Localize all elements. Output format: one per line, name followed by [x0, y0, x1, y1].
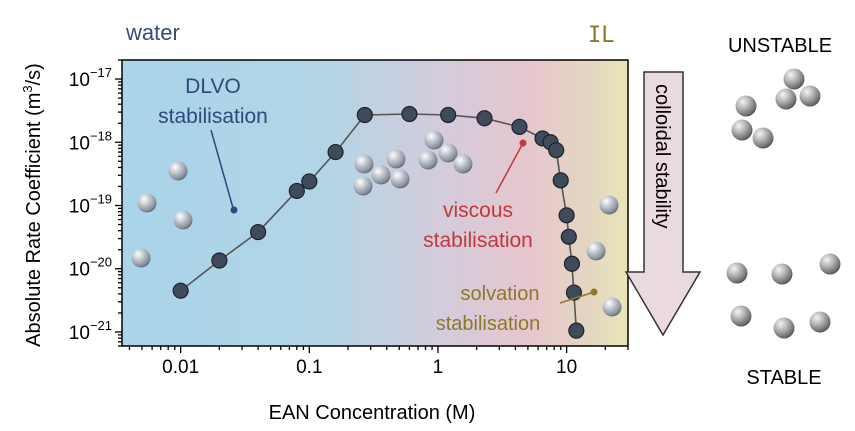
data-point	[301, 173, 318, 190]
y-tick-label: 10−17	[69, 65, 112, 91]
particle-sphere	[819, 253, 841, 275]
particle-sphere	[438, 143, 458, 163]
viscous-label: viscous	[443, 199, 513, 222]
particle-sphere	[799, 85, 821, 107]
data-point	[552, 172, 569, 189]
particle-sphere	[752, 127, 774, 149]
viscous-pointer	[495, 144, 523, 194]
data-points	[172, 105, 585, 339]
data-point	[288, 182, 305, 200]
plot-background	[122, 60, 628, 346]
particle-sphere	[131, 248, 151, 268]
particle-sphere	[731, 119, 753, 141]
solvation-label: solvation	[461, 283, 540, 305]
data-point	[568, 322, 585, 339]
particle-sphere	[453, 154, 473, 174]
data-point	[511, 118, 528, 136]
particle-sphere	[353, 176, 373, 196]
data-point	[172, 282, 189, 299]
y-axis-ticks: 10−17 10−18 10−19 10−20 10−21	[69, 59, 122, 347]
particle-sphere	[354, 154, 374, 174]
particle-sphere	[771, 263, 793, 285]
particle-sphere	[773, 317, 795, 339]
unstable-label: UNSTABLE	[728, 35, 832, 57]
solvation-pointer-dot	[590, 288, 598, 296]
particle-sphere	[730, 305, 752, 327]
plot-frame	[121, 59, 629, 347]
data-point	[211, 252, 228, 269]
particle-sphere	[586, 241, 606, 261]
data-point	[401, 105, 418, 123]
particle-sphere	[424, 130, 444, 150]
data-point	[548, 142, 565, 159]
data-point	[563, 255, 581, 272]
stability-arrow: colloidal stability	[624, 71, 702, 337]
dlvo-pointer-dot	[230, 206, 238, 214]
x-tick-label: 10	[556, 357, 577, 378]
particle-sphere	[783, 68, 805, 90]
y-tick-label: 10−18	[69, 128, 112, 154]
particle-sphere	[599, 195, 619, 215]
stability-arrow-label: colloidal stability	[651, 84, 673, 229]
particle-sphere	[735, 95, 757, 117]
particle-sphere	[775, 88, 797, 110]
particle-sphere	[418, 150, 438, 170]
particle-sphere	[137, 193, 157, 213]
particle-sphere	[726, 262, 748, 284]
particle-spheres-plot	[131, 130, 622, 317]
y-tick-label: 10−21	[69, 318, 112, 344]
solvation-label-2: stabilisation	[436, 313, 541, 335]
y-tick-label: 10−19	[69, 192, 112, 218]
particle-spheres-side	[726, 68, 841, 339]
particle-sphere	[602, 297, 622, 317]
particle-sphere	[390, 169, 410, 189]
x-tick-label: 1	[433, 357, 444, 378]
viscous-label-2: stabilisation	[423, 229, 533, 252]
data-point	[558, 207, 575, 224]
water-region-label: water	[125, 20, 180, 45]
data-point	[356, 106, 373, 124]
y-axis-label: Absolute Rate Coefficient (m3/s)	[20, 63, 45, 347]
particle-sphere	[168, 161, 188, 181]
particle-sphere	[386, 149, 406, 169]
dlvo-label: DLVO	[185, 75, 241, 98]
il-region-label: IL	[588, 23, 615, 48]
y-tick-label: 10−20	[69, 255, 112, 281]
data-point	[476, 110, 493, 127]
x-tick-label: 0.01	[162, 357, 199, 378]
viscous-pointer-dot	[519, 139, 527, 147]
stable-label: STABLE	[746, 367, 821, 389]
data-point	[327, 143, 344, 161]
dlvo-label-2: stabilisation	[158, 105, 268, 128]
x-axis-ticks: 0.01 0.1 1 10	[128, 346, 629, 378]
data-point	[250, 223, 267, 241]
data-point	[565, 284, 583, 301]
particle-sphere	[173, 210, 193, 230]
particle-sphere	[809, 311, 831, 333]
data-point	[440, 106, 457, 124]
x-tick-label: 0.1	[296, 357, 322, 378]
dlvo-pointer	[210, 129, 234, 209]
particle-sphere	[371, 165, 391, 185]
x-axis-label: EAN Concentration (M)	[269, 402, 476, 424]
data-point	[560, 228, 577, 245]
solvation-pointer	[559, 292, 592, 304]
